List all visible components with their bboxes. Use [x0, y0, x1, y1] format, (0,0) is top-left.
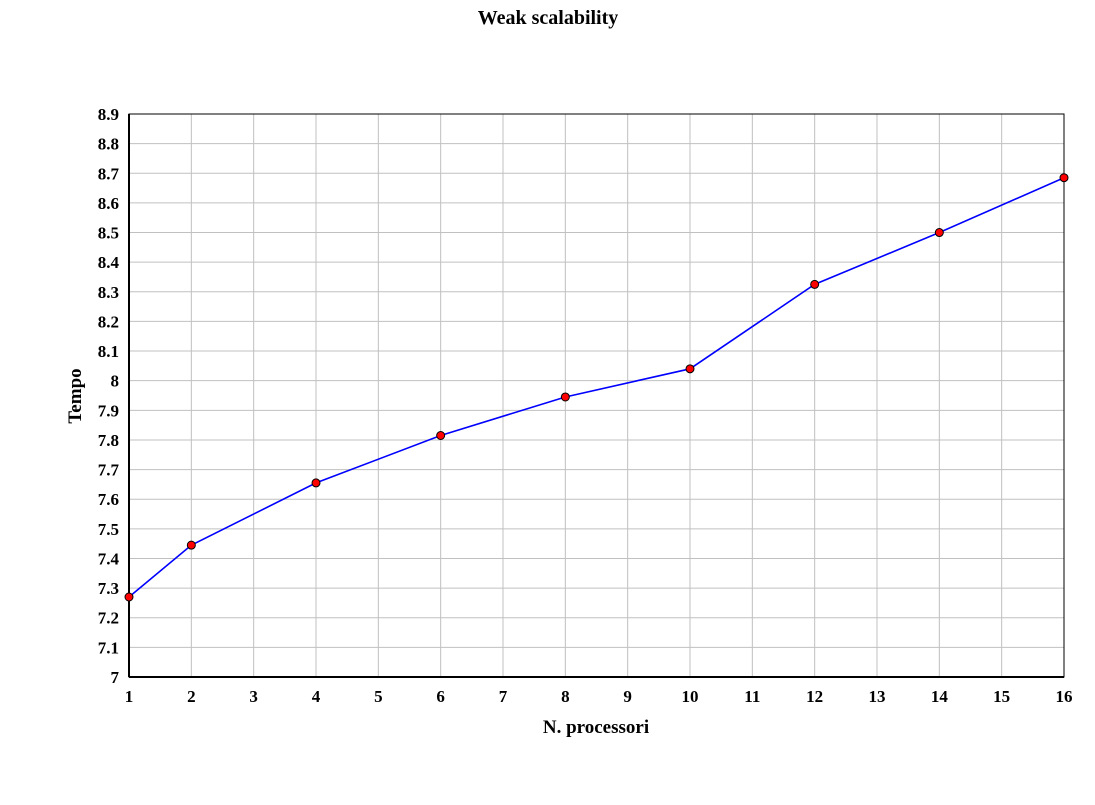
x-tick-label: 14	[931, 687, 949, 706]
y-tick-label: 7.7	[98, 461, 120, 480]
y-tick-labels: 7 7.1 7.2 7.3 7.4 7.5 7.6 7.7 7.8 7.9 8 8.1 8.2 8.3 8.…	[98, 105, 120, 687]
x-tick-label: 16	[1056, 687, 1073, 706]
y-tick-label: 8.4	[98, 253, 120, 272]
y-tick-label: 7.4	[98, 549, 120, 568]
y-tick-label: 8.6	[98, 194, 119, 213]
plot-frame	[128, 113, 1065, 678]
x-tick-label: 9	[623, 687, 632, 706]
x-tick-label: 1	[125, 687, 134, 706]
y-tick-label: 7.2	[98, 609, 119, 628]
x-tick-label: 5	[374, 687, 383, 706]
y-tick-label: 7.9	[98, 401, 119, 420]
data-point	[436, 431, 446, 441]
y-tick-label: 7	[111, 668, 120, 687]
x-tick-label: 6	[436, 687, 445, 706]
series-layer	[124, 173, 1069, 602]
data-point	[311, 478, 321, 488]
data-point	[810, 279, 820, 289]
data-point	[186, 540, 196, 550]
y-tick-label: 8.8	[98, 135, 119, 154]
x-tick-label: 10	[682, 687, 699, 706]
x-tick-label: 11	[744, 687, 760, 706]
x-tick-label: 15	[993, 687, 1010, 706]
y-tick-label: 8.9	[98, 105, 119, 124]
data-point	[124, 592, 134, 602]
chart-title: Weak scalability	[478, 7, 619, 29]
x-tick-label: 8	[561, 687, 570, 706]
x-tick-label: 12	[806, 687, 823, 706]
y-tick-label: 7.8	[98, 431, 119, 450]
data-point	[934, 228, 944, 238]
y-tick-label: 8.2	[98, 312, 119, 331]
y-axis-label: Tempo	[65, 368, 86, 423]
y-tick-label: 8.7	[98, 164, 120, 183]
x-tick-label: 7	[499, 687, 508, 706]
x-tick-labels: 1 2 3 4 5 6 7 8 9 10 11 12 13 14 15 16	[125, 687, 1073, 706]
x-axis-label: N. processori	[543, 717, 649, 738]
y-tick-label: 8.1	[98, 342, 119, 361]
y-tick-label: 7.6	[98, 490, 119, 509]
y-tick-label: 8.5	[98, 224, 119, 243]
series-line	[128, 176, 1065, 598]
data-point	[685, 364, 695, 374]
y-tick-label: 8.3	[98, 283, 119, 302]
x-tick-label: 2	[187, 687, 196, 706]
data-point	[1059, 173, 1069, 183]
grid	[128, 113, 1065, 678]
x-tick-label: 3	[249, 687, 258, 706]
data-point	[560, 392, 570, 402]
y-tick-label: 7.1	[98, 638, 119, 657]
x-tick-label: 13	[869, 687, 886, 706]
x-tick-label: 4	[312, 687, 321, 706]
y-tick-label: 7.3	[98, 579, 119, 598]
y-tick-label: 7.5	[98, 520, 119, 539]
y-tick-label: 8	[111, 372, 120, 391]
